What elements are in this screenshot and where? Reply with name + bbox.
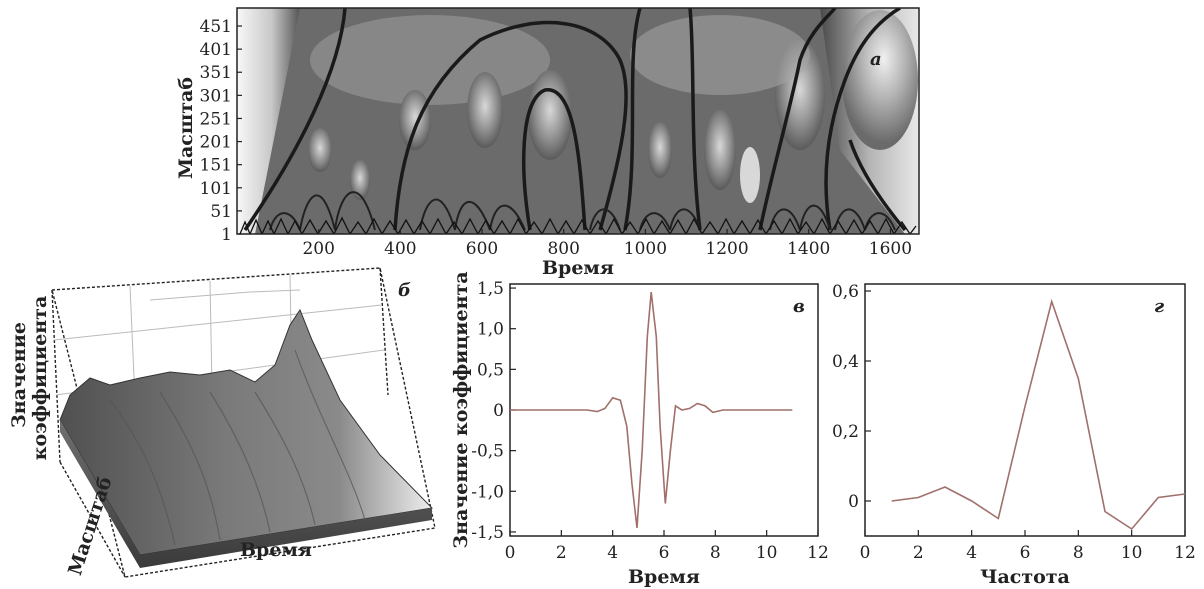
wavelet-x-tick-label: 8: [710, 543, 721, 563]
wavelet-x-tick-label: 2: [556, 543, 567, 563]
wavelet-y-tick-label: -0,5: [471, 442, 504, 462]
surface-shape: [59, 308, 434, 556]
wavelet-x-tick-label: 6: [659, 543, 670, 563]
spectrum-x-tick-label: 12: [1174, 543, 1196, 563]
scalogram-x-label: Время: [542, 257, 614, 279]
panel-label-b: б: [398, 280, 411, 301]
surface-ripples: [109, 349, 366, 546]
scalogram-y-tick-label: 1: [221, 225, 232, 245]
panel-label-d: г: [1154, 296, 1164, 317]
scalogram-y-tick-label: 101: [200, 179, 232, 199]
wavelet-x-tick-label: 12: [807, 543, 829, 563]
scalogram-y-tick-label: 451: [200, 17, 232, 37]
spectrum-series-line: [891, 298, 1186, 531]
spectrum-x-tick-label: 6: [1020, 543, 1031, 563]
surface-z-label-line1: Значение: [8, 322, 30, 428]
wavelet-x-label: Время: [628, 566, 700, 588]
scalogram-image: [237, 8, 919, 234]
scalogram-panel: а 200 400 600 800 1000 1200 1400 1600 151101151…: [175, 7, 920, 279]
wavelet-x-tick-label: 0: [505, 543, 516, 563]
panel-label-a: а: [870, 49, 882, 70]
wavelet-x-tick-label: 4: [607, 543, 618, 563]
wavelet-y-tick-label: 1,5: [477, 279, 504, 299]
scalogram-x-tick-label: 1400: [787, 239, 830, 259]
wavelet-panel: 0 2 4 6 8 10 121,51,00,50-0,5-1,0-1,5 в Время …: [450, 271, 829, 588]
spectrum-ticks: 0 2 4 6 8 10 12 0,6 0,4 0,2 0: [832, 282, 1196, 563]
wavelet-series-line: [510, 292, 793, 528]
spectrum-x-tick-label: 2: [913, 543, 924, 563]
wavelet-y-tick-label: 0: [493, 401, 504, 421]
scalogram-y-tick-label: 251: [200, 109, 232, 129]
surface-y-label: Масштаб: [64, 474, 116, 578]
scalogram-x-tick-label: 600: [466, 239, 498, 259]
wavelet-ticks: 0 2 4 6 8 10 12 1,5 1,0 0,5 0 -0,5 -1,0 -1,5: [471, 279, 829, 563]
wavelet-y-label: Значение коэффициента: [450, 271, 472, 548]
spectrum-y-tick-label: 0,2: [832, 422, 859, 442]
wavelet-y-tick-label: 0,5: [477, 360, 504, 380]
scalogram-x-tick-label: 1200: [705, 239, 748, 259]
scalogram-x-tick-label: 1600: [869, 239, 912, 259]
surface-z-label-line2: коэффициента: [29, 296, 51, 461]
scalogram-y-label: Масштаб: [175, 77, 197, 179]
spectrum-y-tick-label: 0,6: [832, 282, 859, 302]
spectrum-x-tick-label: 8: [1073, 543, 1084, 563]
wavelet-y-tick-label: -1,5: [471, 523, 504, 543]
spectrum-panel: 0 2 4 6 8 10 12 0,6 0,4 0,2 0 г Частота: [832, 282, 1196, 588]
spectrum-x-tick-label: 4: [966, 543, 977, 563]
scalogram-x-tick-label: 200: [302, 239, 334, 259]
scalogram-y-tick-label: 351: [200, 63, 232, 83]
scalogram-x-ticks: 200 400 600 800 1000 1200 1400 1600: [302, 229, 912, 259]
scalogram-y-tick-label: 301: [200, 86, 232, 106]
spectrum-y-tick-label: 0,4: [832, 352, 859, 372]
scalogram-x-tick-label: 400: [384, 239, 416, 259]
scalogram-x-tick-label: 800: [547, 239, 579, 259]
spectrum-y-tick-label: 0: [848, 492, 859, 512]
wavelet-y-tick-label: 1,0: [477, 320, 504, 340]
scalogram-frame: [236, 7, 920, 235]
panel-label-c: в: [793, 296, 805, 317]
spectrum-x-tick-label: 10: [1121, 543, 1143, 563]
scalogram-y-tick-label: 51: [210, 202, 232, 222]
scalogram-y-tick-label: 401: [200, 40, 232, 60]
wavelet-y-tick-label: -1,0: [471, 482, 504, 502]
spectrum-x-label: Частота: [980, 566, 1070, 588]
surface-panel: б Время Масштаб Значение коэффициента: [8, 267, 436, 578]
spectrum-x-tick-label: 0: [860, 543, 871, 563]
wavelet-x-tick-label: 10: [756, 543, 778, 563]
scalogram-x-tick-label: 1000: [624, 239, 667, 259]
surface-front: [60, 420, 432, 568]
surface-x-label: Время: [240, 539, 312, 561]
scalogram-y-tick-label: 201: [200, 133, 232, 153]
scalogram-y-tick-label: 151: [200, 156, 232, 176]
